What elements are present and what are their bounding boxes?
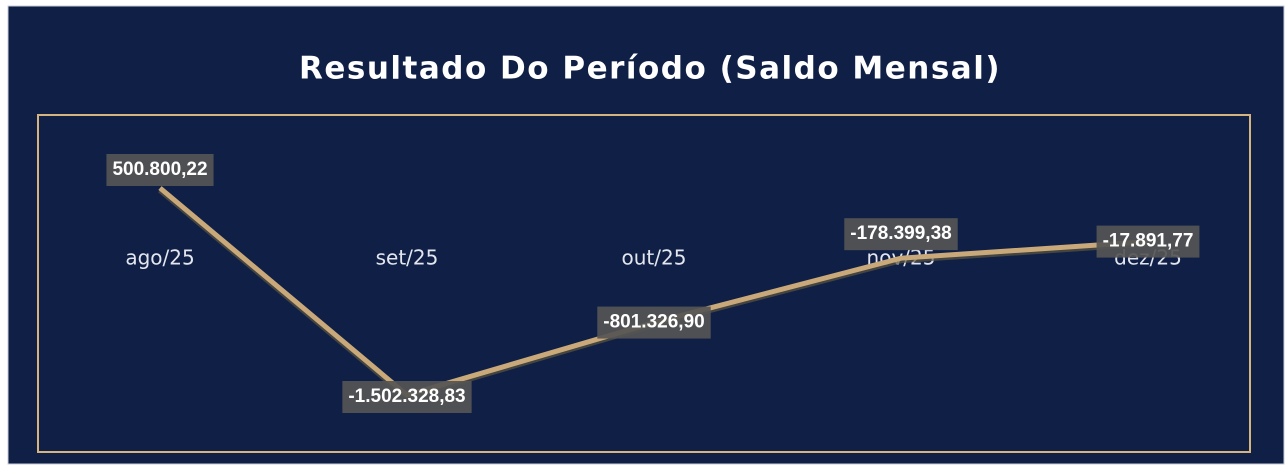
data-label: -178.399,38: [850, 223, 951, 244]
x-tick-label: ago/25: [125, 245, 194, 269]
plot-frame: [37, 114, 1251, 453]
data-label: -801.326,90: [603, 312, 704, 333]
data-label-box: [844, 218, 958, 251]
chart-title: Resultado Do Período (Saldo Mensal): [299, 51, 1001, 87]
data-label-box: [1096, 225, 1200, 258]
data-label-box: [106, 154, 214, 186]
data-label-box: [597, 306, 711, 339]
data-label: -1.502.328,83: [348, 386, 465, 407]
data-label: 500.800,22: [112, 159, 207, 180]
x-tick-label: set/25: [376, 245, 439, 269]
plot-area: ago/25set/25out/25nov/25dez/25500.800,22…: [106, 154, 1200, 413]
data-label: -17.891,77: [1103, 231, 1194, 252]
data-label-box: [342, 381, 472, 413]
x-tick-label: out/25: [622, 245, 687, 269]
chart-background: [7, 5, 1285, 465]
